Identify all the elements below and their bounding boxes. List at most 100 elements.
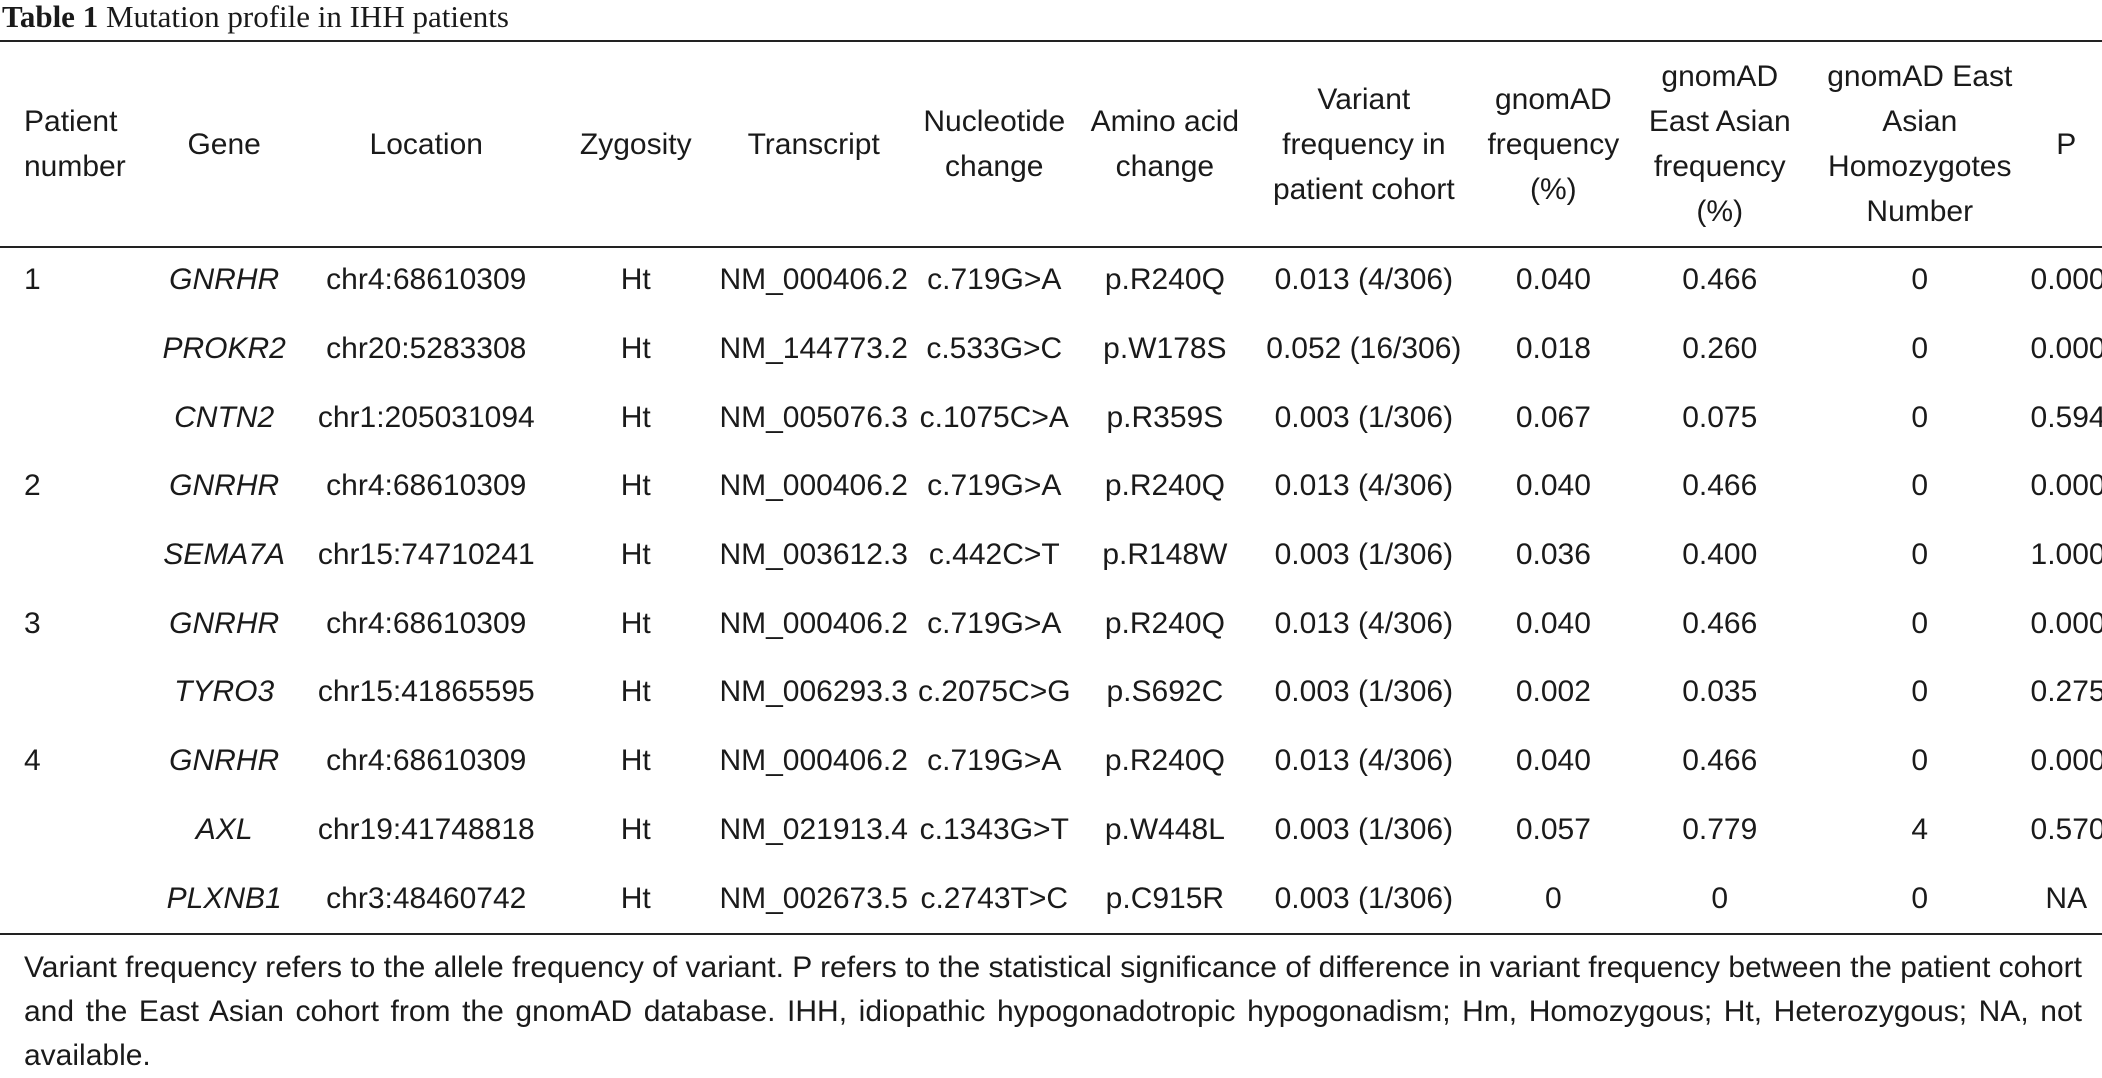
column-header: gnomAD East Asian Homozygotes Number (1827, 60, 2013, 228)
p-value-cell: 0.000 (2030, 606, 2102, 640)
transcript-cell: NM_002673.5 (719, 881, 908, 915)
variant-frequency-cell: 0.013 (4/306) (1274, 469, 1454, 503)
table-caption: Table 1 Mutation profile in IHH patients (2, 0, 509, 40)
transcript-cell: NM_003612.3 (719, 538, 908, 572)
amino-acid-change-cell: p.C915R (1105, 881, 1225, 915)
gnomad-homozygotes-cell: 0 (1911, 606, 1929, 640)
gnomad-frequency-cell: 0.057 (1515, 812, 1591, 846)
table-footnote: Variant frequency refers to the allele f… (24, 951, 2082, 1072)
patient-number-cell (0, 521, 150, 590)
variant-frequency-cell: 0.013 (4/306) (1274, 263, 1454, 297)
amino-acid-change-cell: p.R240Q (1104, 606, 1225, 640)
transcript-cell: NM_006293.3 (719, 675, 908, 709)
p-value-cell: 0.000 (2030, 744, 2102, 778)
patient-number-cell (0, 864, 150, 933)
mutation-table: Patient number Gene Location Zygosity Tr… (0, 42, 2102, 933)
variant-frequency-cell: 0.003 (1/306) (1274, 675, 1454, 709)
table-row: 4 GNRHR chr4:68610309 Ht NM_000406.2 c.719G>A… (0, 727, 2102, 796)
gnomad-frequency-cell: 0.067 (1515, 400, 1591, 434)
zygosity-cell: Ht (620, 606, 651, 640)
table-row: PROKR2 chr20:5283308 Ht NM_144773.2 c.533G>C… (0, 315, 2102, 384)
variant-frequency-cell: 0.003 (1/306) (1274, 881, 1454, 915)
gnomad-east-asian-frequency-cell: 0.466 (1682, 263, 1758, 297)
transcript-cell: NM_000406.2 (719, 744, 908, 778)
amino-acid-change-cell: p.R240Q (1104, 469, 1225, 503)
column-header: Transcript (747, 127, 880, 161)
gnomad-homozygotes-cell: 0 (1911, 744, 1929, 778)
location-cell: chr1:205031094 (317, 400, 535, 434)
gnomad-east-asian-frequency-cell: 0.779 (1682, 812, 1758, 846)
zygosity-cell: Ht (620, 812, 651, 846)
location-cell: chr20:5283308 (326, 332, 527, 366)
nucleotide-change-cell: c.719G>A (927, 606, 1062, 640)
zygosity-cell: Ht (620, 469, 651, 503)
table-row: 3 GNRHR chr4:68610309 Ht NM_000406.2 c.719G>A… (0, 589, 2102, 658)
location-cell: chr4:68610309 (326, 469, 527, 503)
gnomad-frequency-cell: 0.040 (1515, 263, 1591, 297)
patient-number-cell: 3 (24, 606, 41, 640)
variant-frequency-cell: 0.003 (1/306) (1274, 400, 1454, 434)
gnomad-east-asian-frequency-cell: 0.035 (1682, 675, 1758, 709)
gene-cell: PROKR2 (162, 332, 286, 366)
patient-number-cell: 1 (24, 263, 41, 297)
amino-acid-change-cell: p.R359S (1106, 400, 1224, 434)
amino-acid-change-cell: p.R240Q (1104, 263, 1225, 297)
gnomad-east-asian-frequency-cell: 0.260 (1682, 332, 1758, 366)
transcript-cell: NM_005076.3 (719, 400, 908, 434)
zygosity-cell: Ht (620, 744, 651, 778)
amino-acid-change-cell: p.W448L (1104, 812, 1225, 846)
gene-cell: AXL (195, 812, 253, 846)
patient-number-cell (0, 383, 150, 452)
zygosity-cell: Ht (620, 538, 651, 572)
column-header: Patient number (24, 105, 126, 183)
zygosity-cell: Ht (620, 400, 651, 434)
amino-acid-change-cell: p.R148W (1102, 538, 1228, 572)
p-value-cell: 0.000 (2030, 263, 2102, 297)
location-cell: chr19:41748818 (317, 812, 535, 846)
zygosity-cell: Ht (620, 675, 651, 709)
variant-frequency-cell: 0.013 (4/306) (1274, 744, 1454, 778)
gnomad-east-asian-frequency-cell: 0 (1711, 881, 1729, 915)
nucleotide-change-cell: c.2075C>G (917, 675, 1071, 709)
gene-cell: CNTN2 (174, 400, 275, 434)
column-header: Zygosity (579, 127, 692, 161)
gene-cell: GNRHR (169, 744, 280, 778)
table-row: SEMA7A chr15:74710241 Ht NM_003612.3 c.442C>… (0, 521, 2102, 590)
gnomad-homozygotes-cell: 0 (1911, 332, 1929, 366)
transcript-cell: NM_000406.2 (719, 469, 908, 503)
gnomad-frequency-cell: 0.002 (1515, 675, 1591, 709)
table-title: Mutation profile in IHH patients (105, 0, 509, 34)
nucleotide-change-cell: c.1075C>A (919, 400, 1069, 434)
gnomad-frequency-cell: 0.040 (1515, 469, 1591, 503)
gnomad-homozygotes-cell: 0 (1911, 469, 1929, 503)
transcript-cell: NM_000406.2 (719, 263, 908, 297)
gnomad-frequency-cell: 0.040 (1515, 606, 1591, 640)
gnomad-east-asian-frequency-cell: 0.075 (1682, 400, 1758, 434)
gene-cell: PLXNB1 (166, 881, 282, 915)
transcript-cell: NM_021913.4 (719, 812, 908, 846)
gnomad-homozygotes-cell: 0 (1911, 263, 1929, 297)
gnomad-homozygotes-cell: 4 (1911, 812, 1929, 846)
column-header: Variant frequency in patient cohort (1272, 82, 1455, 206)
p-value-cell: 0.570 (2030, 812, 2102, 846)
header-row: Patient number Gene Location Zygosity Tr… (0, 42, 2102, 246)
gnomad-homozygotes-cell: 0 (1911, 400, 1929, 434)
patient-number-cell (0, 315, 150, 384)
location-cell: chr4:68610309 (326, 263, 527, 297)
gnomad-homozygotes-cell: 0 (1911, 538, 1929, 572)
table-label: Table 1 (2, 0, 99, 34)
nucleotide-change-cell: c.719G>A (927, 469, 1062, 503)
amino-acid-change-cell: p.R240Q (1104, 744, 1225, 778)
column-header: Amino acid change (1090, 105, 1240, 183)
amino-acid-change-cell: p.S692C (1106, 675, 1224, 709)
patient-number-cell: 4 (24, 744, 41, 778)
gene-cell: GNRHR (169, 469, 280, 503)
zygosity-cell: Ht (620, 263, 651, 297)
gnomad-frequency-cell: 0.036 (1515, 538, 1591, 572)
p-value-cell: 1.000 (2030, 538, 2102, 572)
gnomad-homozygotes-cell: 0 (1911, 881, 1929, 915)
p-value-cell: NA (2045, 881, 2088, 915)
top-rule (0, 40, 2102, 42)
variant-frequency-cell: 0.003 (1/306) (1274, 538, 1454, 572)
location-cell: chr3:48460742 (326, 881, 527, 915)
